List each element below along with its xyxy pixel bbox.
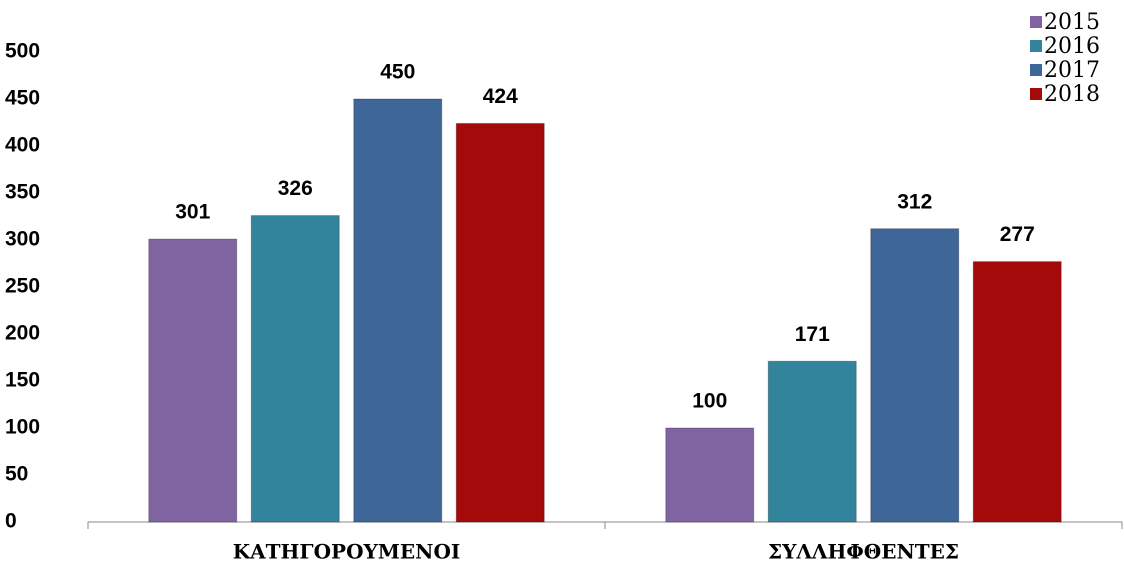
bar: [353, 98, 443, 523]
legend-swatch: [1030, 40, 1042, 52]
bar: [455, 122, 545, 523]
legend-label: 2018: [1044, 82, 1100, 107]
legend-swatch: [1030, 16, 1042, 28]
data-label: 450: [380, 61, 415, 84]
legend-label: 2015: [1044, 10, 1100, 35]
bar: [972, 261, 1062, 523]
data-label: 312: [897, 190, 932, 213]
y-tick-label: 500: [5, 40, 40, 63]
legend-label: 2016: [1044, 34, 1100, 59]
data-label: 301: [175, 201, 210, 224]
y-tick-label: 450: [5, 87, 40, 110]
data-label: 424: [483, 85, 518, 108]
y-tick-label: 350: [5, 181, 40, 204]
data-label: 100: [692, 390, 727, 413]
y-tick-label: 400: [5, 134, 40, 157]
x-tick-label: ΣΥΛΛΗΦΘΕΝΤΕΣ: [768, 540, 959, 564]
bar: [767, 360, 857, 523]
bar: [870, 228, 960, 523]
y-tick-label: 0: [5, 510, 17, 533]
y-tick-label: 200: [5, 322, 40, 345]
bar: [250, 215, 340, 523]
legend-swatch: [1030, 88, 1042, 100]
bar: [665, 427, 755, 523]
y-tick-label: 100: [5, 416, 40, 439]
data-label: 326: [278, 177, 313, 200]
bar: [148, 238, 238, 523]
legend-label: 2017: [1044, 58, 1100, 83]
y-tick-label: 300: [5, 228, 40, 251]
y-tick-label: 250: [5, 275, 40, 298]
legend-swatch: [1030, 64, 1042, 76]
y-tick-label: 50: [5, 463, 28, 486]
x-tick-label: ΚΑΤΗΓΟΡΟΥΜΕΝΟΙ: [233, 540, 460, 564]
data-label: 171: [795, 323, 830, 346]
y-tick-label: 150: [5, 369, 40, 392]
data-label: 277: [1000, 223, 1035, 246]
